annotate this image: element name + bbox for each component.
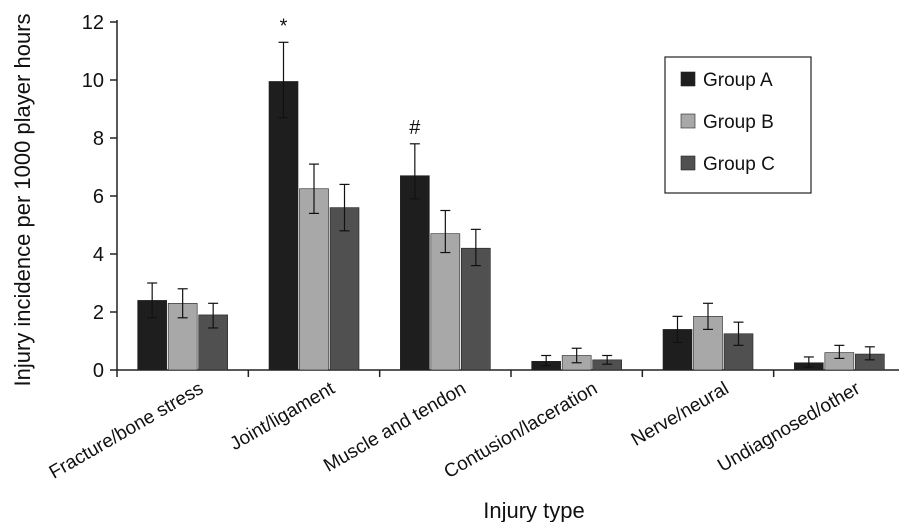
x-tick-label: Fracture/bone stress <box>46 378 207 483</box>
bar <box>137 300 167 371</box>
x-axis: Fracture/bone stress Joint/ligamentMuscle… <box>46 369 899 483</box>
y-axis-title: Injury incidence per 1000 player hours <box>10 13 35 386</box>
legend-label: Group B <box>703 112 774 133</box>
bar <box>400 175 430 371</box>
y-tick-label: 4 <box>93 244 104 266</box>
x-tick-label: Joint/ligament <box>226 378 339 455</box>
legend-swatch <box>680 71 696 87</box>
legend: Group A Group B Group C <box>664 56 812 194</box>
legend-label: Group C <box>703 154 775 175</box>
significance-marker: * <box>280 15 288 37</box>
y-tick-label: 8 <box>93 128 104 150</box>
bar <box>329 207 360 371</box>
y-tick-label: 6 <box>93 186 104 208</box>
y-tick-label: 12 <box>82 12 104 34</box>
annotations: *# <box>280 15 422 139</box>
bar <box>268 81 299 371</box>
bar <box>430 233 461 371</box>
y-tick-label: 10 <box>82 70 104 92</box>
legend-label: Group A <box>703 70 773 91</box>
y-axis: 0 2 4 6 8 10 12 <box>82 12 118 382</box>
legend-swatch <box>680 113 696 129</box>
significance-marker: # <box>409 117 421 139</box>
error-bars <box>147 41 875 368</box>
legend-swatch <box>680 155 696 171</box>
y-tick-label: 0 <box>93 360 104 382</box>
x-tick-label: Nerve/neural <box>628 378 733 451</box>
x-axis-title: Injury type <box>483 498 585 522</box>
bar <box>299 188 329 371</box>
bar <box>461 247 491 371</box>
x-tick-label: Undiagnosed/other <box>714 378 864 477</box>
y-tick-label: 2 <box>93 302 104 324</box>
